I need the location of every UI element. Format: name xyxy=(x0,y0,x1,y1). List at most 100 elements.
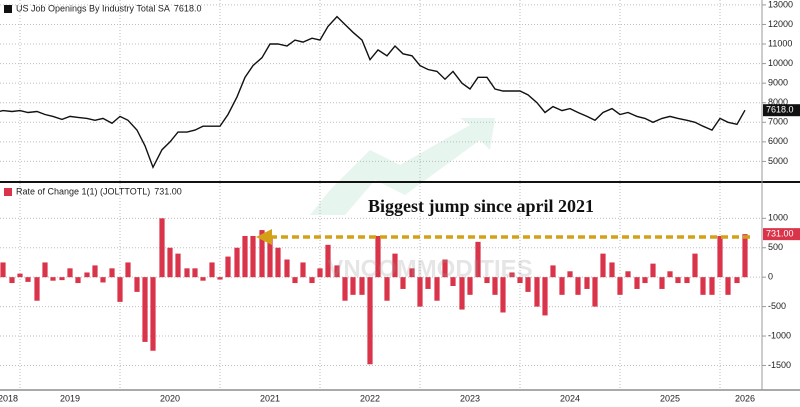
bar xyxy=(342,277,348,301)
bar xyxy=(175,253,181,278)
bar xyxy=(334,265,340,278)
logo-arrow xyxy=(310,118,495,215)
y-tick-label: 1000 xyxy=(768,213,788,223)
bar xyxy=(642,277,648,284)
bar xyxy=(742,234,748,278)
bar xyxy=(475,241,481,278)
bar xyxy=(609,262,615,278)
bar xyxy=(92,265,98,278)
bar xyxy=(467,277,473,295)
bar xyxy=(242,235,248,278)
y-tick-label: 7000 xyxy=(768,117,788,127)
bar xyxy=(9,277,15,284)
bar xyxy=(109,268,115,278)
y-tick-label: 5000 xyxy=(768,156,788,166)
bar xyxy=(50,277,56,281)
bar xyxy=(367,277,373,365)
bar xyxy=(725,277,731,295)
y-tick-label: 11000 xyxy=(768,38,792,48)
bar xyxy=(625,271,631,278)
bar xyxy=(317,268,323,278)
bar xyxy=(592,277,598,307)
bar xyxy=(59,277,65,281)
bar xyxy=(100,277,106,283)
x-tick-label: 2018 xyxy=(0,393,18,403)
y-tick-label: 8000 xyxy=(768,97,788,107)
bar xyxy=(184,268,190,278)
y-tick-label: 9000 xyxy=(768,78,788,88)
bar xyxy=(734,277,740,284)
bar xyxy=(17,273,23,278)
last-value-box xyxy=(763,104,800,117)
bar xyxy=(509,272,515,278)
bar xyxy=(459,277,465,310)
bar xyxy=(275,247,281,278)
bar xyxy=(650,263,656,278)
bar xyxy=(292,277,298,284)
x-tick-label: 2019 xyxy=(60,393,80,403)
bar xyxy=(125,262,131,278)
bar xyxy=(425,277,431,289)
y-tick-label: 6000 xyxy=(768,136,788,146)
y-tick-label: -500 xyxy=(768,301,786,311)
bar xyxy=(300,262,306,278)
bar xyxy=(600,253,606,278)
bar xyxy=(417,277,423,307)
bar xyxy=(667,271,673,278)
y-tick-label: -1500 xyxy=(768,360,791,370)
y-tick-label: 12000 xyxy=(768,19,793,29)
bar xyxy=(167,247,173,278)
bar xyxy=(200,277,206,281)
x-tick-label: 2023 xyxy=(460,393,480,403)
last-value-label: 7618.0 xyxy=(766,105,794,115)
bar xyxy=(442,259,448,278)
bar xyxy=(675,277,681,284)
annotation-arrowhead xyxy=(256,229,272,245)
x-tick-label: 2025 xyxy=(660,393,680,403)
x-tick-label: 2020 xyxy=(160,393,180,403)
bar xyxy=(325,244,331,278)
bar xyxy=(617,277,623,295)
bar xyxy=(25,277,31,282)
x-tick-label: 2026 xyxy=(735,393,755,403)
bar xyxy=(134,277,140,292)
bar xyxy=(309,277,315,284)
x-tick-label: 2021 xyxy=(260,393,280,403)
bar xyxy=(409,268,415,278)
bar xyxy=(634,277,640,289)
bar xyxy=(700,277,706,295)
y-tick-label: 13000 xyxy=(768,0,793,9)
bar xyxy=(692,253,698,278)
bar xyxy=(484,277,490,284)
bar xyxy=(0,262,6,278)
bar xyxy=(517,277,523,284)
legend-label: Rate of Change 1(1) (JOLTTOTL) xyxy=(16,186,150,196)
bar xyxy=(67,268,73,278)
bar xyxy=(492,277,498,295)
bar xyxy=(234,247,240,278)
legend-swatch xyxy=(4,5,12,13)
last-value-box xyxy=(763,228,800,241)
annotation: Biggest jump since april 2021 xyxy=(368,196,594,216)
legend-swatch xyxy=(4,188,12,196)
bar xyxy=(117,277,123,302)
bar xyxy=(525,277,531,292)
bar xyxy=(450,277,456,286)
bar xyxy=(659,277,665,289)
bar xyxy=(717,235,723,278)
bar xyxy=(42,262,48,278)
y-tick-label: -1000 xyxy=(768,330,791,340)
watermark: VNCOMMODITIES xyxy=(327,255,532,282)
bar xyxy=(250,235,256,278)
bar xyxy=(567,271,573,278)
bar xyxy=(359,277,365,295)
bar xyxy=(575,277,581,295)
bar xyxy=(75,277,81,284)
bar xyxy=(34,277,40,301)
bar xyxy=(225,256,231,278)
bar xyxy=(142,277,148,342)
bar xyxy=(534,277,540,307)
